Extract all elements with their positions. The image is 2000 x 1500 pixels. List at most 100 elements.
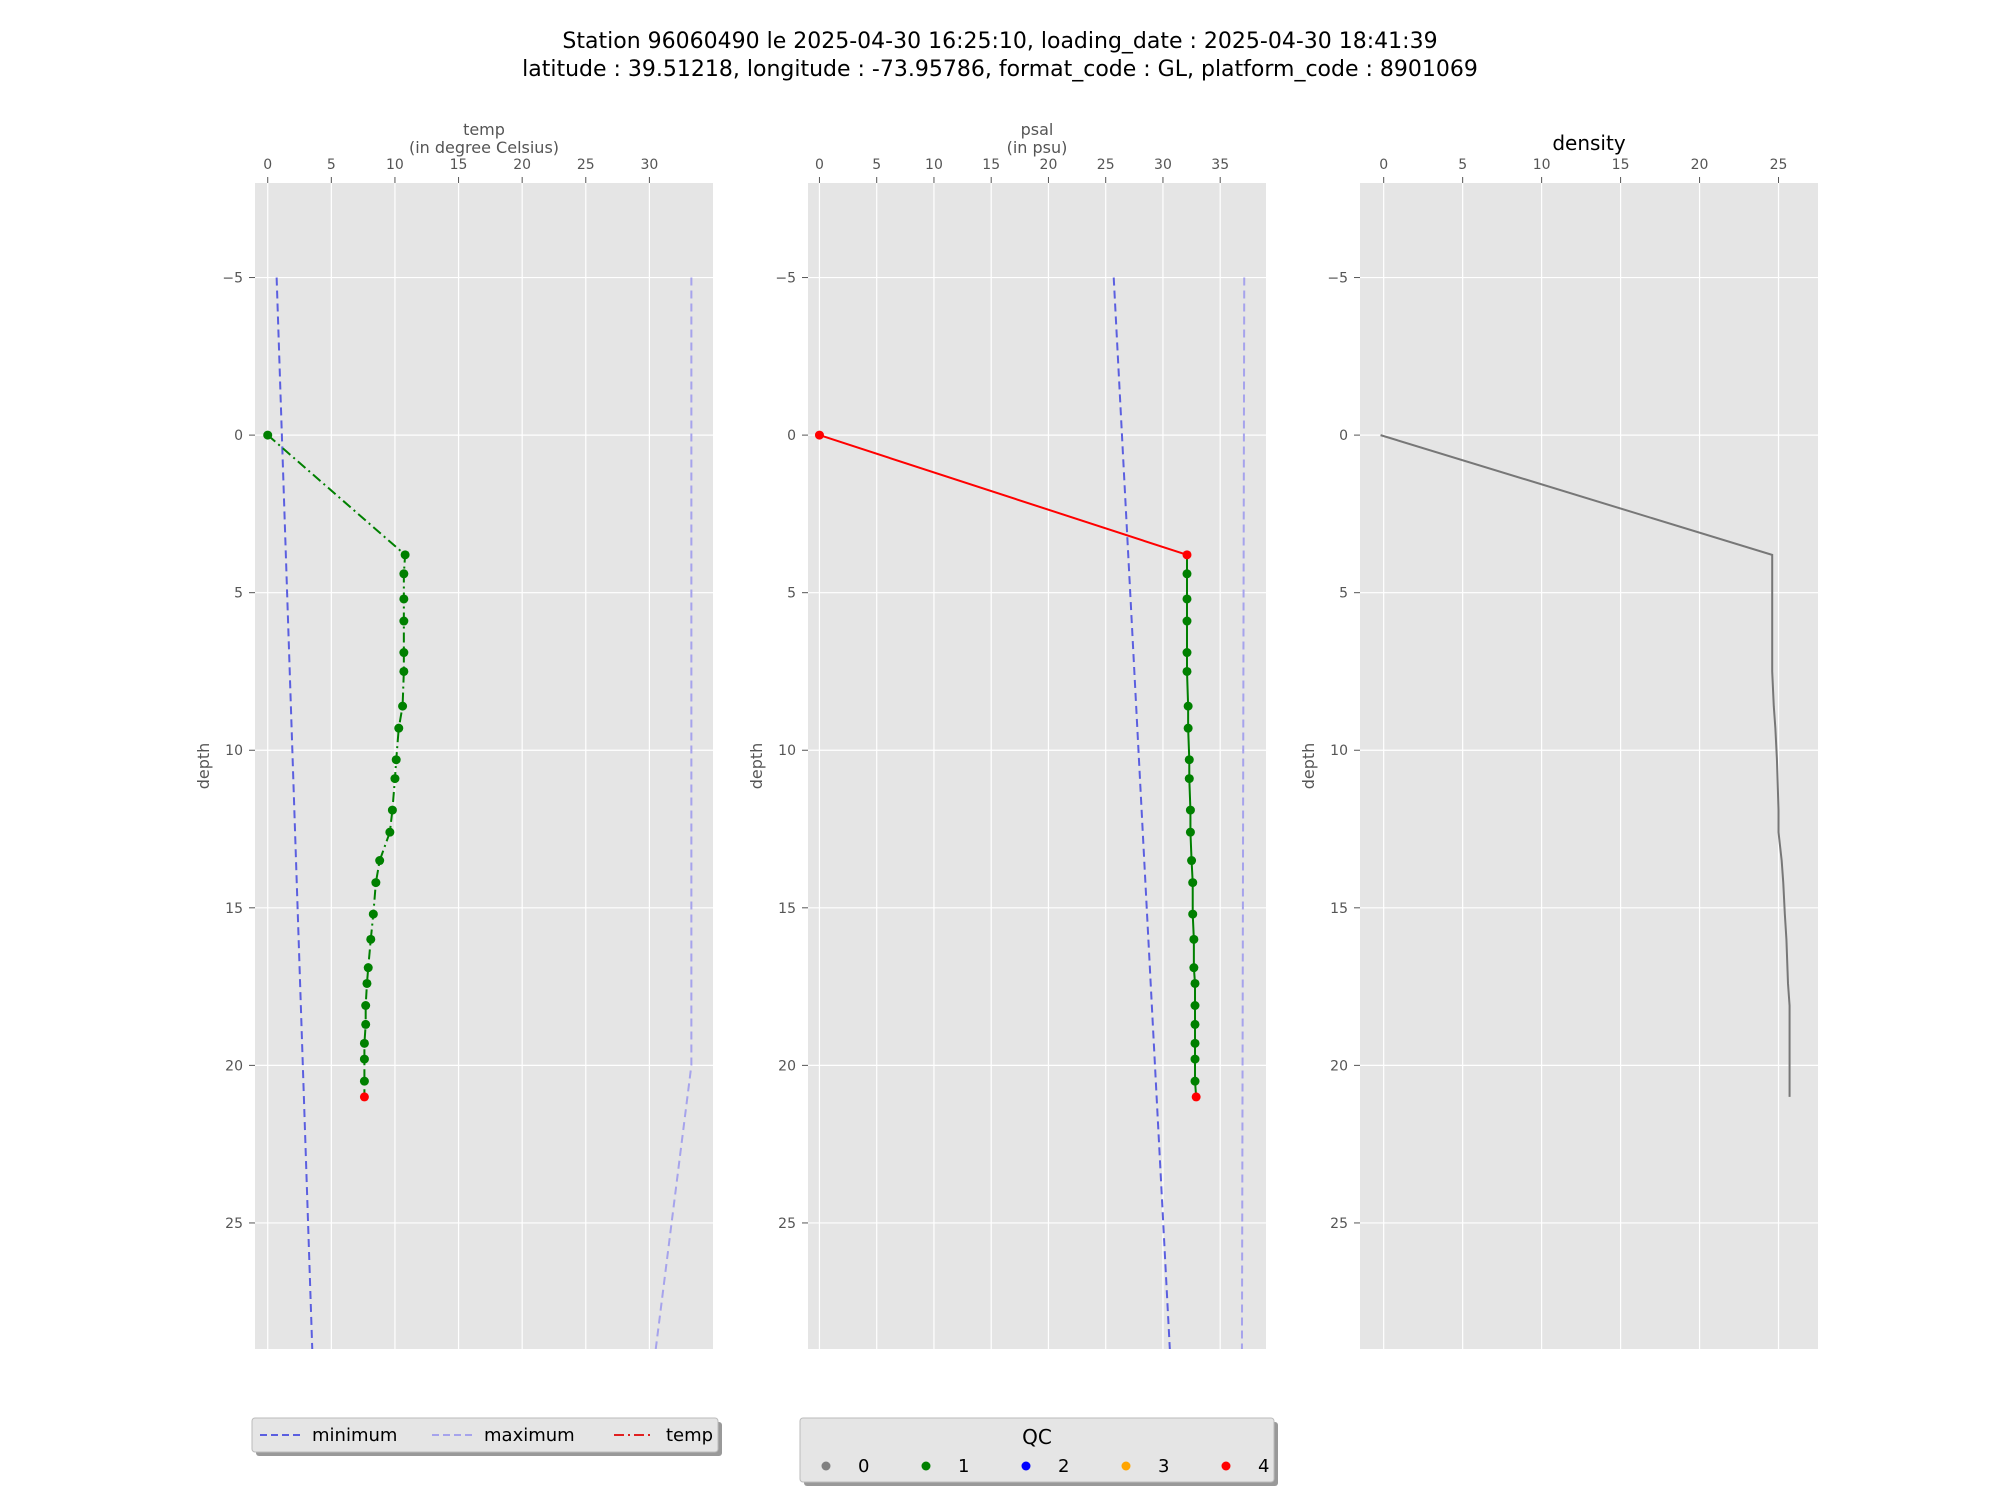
x-tick-label: 20 [513,157,531,173]
x-tick-label: 15 [982,157,1000,173]
data-point [359,1076,369,1086]
y-tick-label: 10 [778,743,796,759]
profile-line [1380,434,1791,1097]
y-axis-label: depth [194,743,213,790]
x-tick-label: 25 [1097,157,1115,173]
y-tick-label: 5 [1339,586,1348,602]
y-tick-label: 0 [234,428,243,444]
profile-line-flagged [819,434,1188,556]
maximum-line [654,277,693,1349]
x-tick-label: 0 [1379,157,1388,173]
y-tick-label: 25 [778,1216,796,1232]
x-tick-label: 5 [327,157,336,173]
y-tick-label: −5 [1327,271,1348,287]
data-point [362,978,372,988]
x-tick-label: 10 [386,157,404,173]
data-point [1188,909,1198,919]
data-point [391,755,401,765]
data-point [1189,963,1199,973]
qc-legend-label: 2 [1058,1456,1069,1477]
data-point [1182,569,1192,579]
y-tick-label: 20 [225,1058,243,1074]
data-point [400,550,410,560]
y-tick-label: 10 [1330,743,1348,759]
data-point [1182,666,1192,676]
qc-legend-label: 4 [1258,1456,1269,1477]
qc-legend-marker [921,1461,931,1471]
data-point [368,909,378,919]
data-point [387,805,397,815]
data-point [398,701,408,711]
y-tick-label: 10 [225,743,243,759]
panel-temp: 0 5 10 15 20 25 30 −5 0 5 10 15 20 25 depth temp(in deg… [194,120,713,1349]
panel-psal: 0 5 10 15 20 25 30 35 −5 0 5 10 15 20 25 depth psal(in p… [747,120,1266,1349]
qc-legend-label: 1 [958,1456,969,1477]
qc-legend-marker [821,1461,831,1471]
data-point [359,1038,369,1048]
data-point [1190,1054,1200,1064]
x-tick-label: 15 [1612,157,1630,173]
data-point [1185,805,1195,815]
x-tick-label: 20 [1691,157,1709,173]
y-tick-label: 25 [1330,1216,1348,1232]
x-tick-label: 10 [925,157,943,173]
x-tick-label: 0 [263,157,272,173]
legend-box [251,1417,719,1453]
data-point [1182,594,1192,604]
x-tick-label: 25 [577,157,595,173]
chart-title-line-2: latitude : 39.51218, longitude : -73.957… [522,57,1478,82]
x-tick-label: 5 [1458,157,1467,173]
qc-legend-label: 0 [858,1456,869,1477]
panel-background [1360,183,1818,1349]
qc-legend-marker [1221,1461,1231,1471]
y-axis-label: depth [1299,743,1318,790]
series-group [814,277,1246,1349]
data-point [359,1092,369,1102]
data-point [385,827,395,837]
x-tick-label: 25 [1770,157,1788,173]
minimum-line [1112,277,1171,1349]
data-point [1188,878,1198,888]
data-point [1190,1076,1200,1086]
panel-background [255,183,713,1349]
qc-legend-label: 3 [1158,1456,1169,1477]
x-tick-label: 35 [1211,157,1229,173]
series-group [1380,434,1791,1097]
data-point [366,934,376,944]
data-point [1191,1092,1201,1102]
y-tick-label: −5 [222,271,243,287]
y-tick-label: 15 [225,901,243,917]
x-tick-label: 15 [450,157,468,173]
data-point [394,723,404,733]
y-tick-label: 5 [787,586,796,602]
data-point [1190,1001,1200,1011]
data-point [263,430,273,440]
data-point [1184,755,1194,765]
data-point [1190,978,1200,988]
panel-title: density [1552,131,1625,155]
y-tick-label: 0 [787,428,796,444]
x-axis-unit-label: (in degree Celsius) [409,138,559,157]
panels-group: 0 5 10 15 20 25 30 −5 0 5 10 15 20 25 depth temp(in deg… [194,120,1818,1349]
data-point [814,430,824,440]
data-point [371,878,381,888]
series-group [263,277,693,1349]
data-point [1190,1038,1200,1048]
y-tick-label: 25 [225,1216,243,1232]
x-tick-label: 0 [815,157,824,173]
data-point [359,1054,369,1064]
data-point [1185,827,1195,837]
maximum-line [1240,277,1246,1349]
x-axis-label: temp [463,120,505,139]
data-point [375,856,385,866]
panel-density: 0 5 10 15 20 25 −5 0 5 10 15 20 25 depth density [1299,131,1818,1349]
qc-legend-box [799,1417,1275,1483]
legend-lines: minimum maximum temp [251,1417,722,1456]
x-tick-label: 10 [1533,157,1551,173]
x-tick-label: 5 [872,157,881,173]
data-point [1184,774,1194,784]
x-tick-label: 20 [1040,157,1058,173]
data-point [399,569,409,579]
legend-qc: QC 0 1 2 3 4 [799,1417,1278,1486]
